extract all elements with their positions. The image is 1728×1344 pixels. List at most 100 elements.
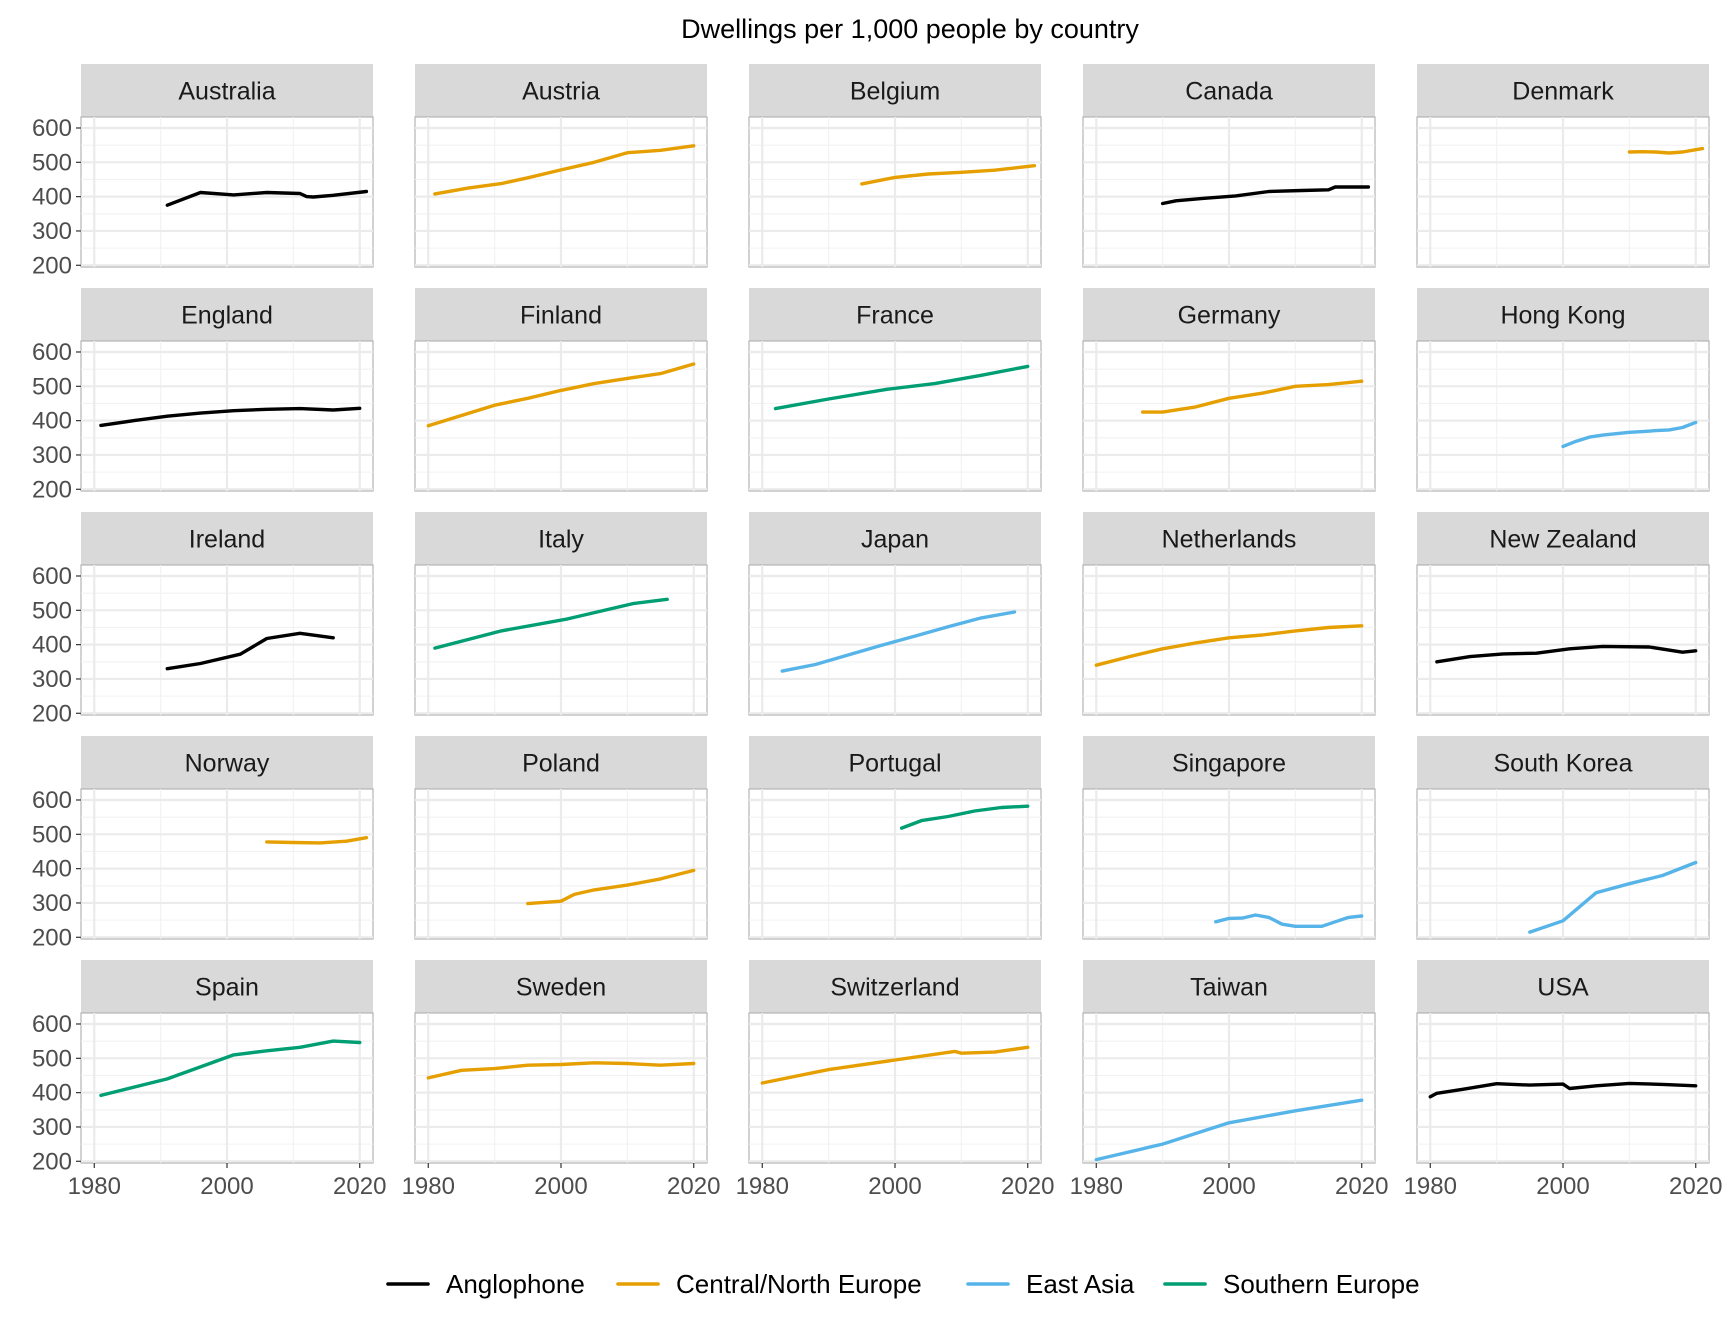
panel-new-zealand: New Zealand — [1416, 512, 1710, 716]
y-tick-label: 500 — [32, 597, 72, 624]
series-line-finland — [426, 362, 696, 428]
panel-strip-label: Italy — [538, 526, 584, 554]
panel-strip — [1417, 512, 1709, 565]
x-tick-label: 2020 — [1335, 1173, 1388, 1200]
panel-spain: Spain 200 300 400 500 600 1980 2000 2020 — [32, 960, 386, 1200]
panel-strip — [1417, 736, 1709, 789]
x-tick-label: 2020 — [667, 1173, 720, 1200]
panel-germany: Germany — [1082, 288, 1376, 492]
legend-label: Anglophone — [446, 1269, 585, 1299]
legend-label: East Asia — [1026, 1269, 1135, 1299]
panel-australia: Australia 200 300 400 500 600 — [32, 64, 374, 279]
series-line-germany — [1140, 379, 1364, 414]
panel-strip-label: Norway — [185, 750, 270, 778]
panel-strip — [1417, 64, 1709, 117]
y-tick-label: 200 — [32, 252, 72, 279]
y-tick-label: 300 — [32, 666, 72, 693]
x-tick-label: 2000 — [1536, 1173, 1589, 1200]
series-line-norway — [265, 836, 369, 845]
panel-strip — [415, 736, 707, 789]
panel-strip-label: Taiwan — [1190, 974, 1268, 1002]
y-tick-label: 200 — [32, 1148, 72, 1175]
panel-finland: Finland — [414, 288, 708, 492]
series-line-ireland — [165, 631, 335, 671]
y-tick-label: 500 — [32, 1045, 72, 1072]
panel-strip — [1083, 960, 1375, 1013]
legend-item-southern-europe: Southern Europe — [1163, 1269, 1420, 1299]
series-line-singapore — [1213, 913, 1364, 928]
panel-england: England 200 300 400 500 600 — [32, 288, 374, 503]
series-line-portugal — [899, 804, 1030, 830]
panel-strip — [415, 64, 707, 117]
y-tick-label: 600 — [32, 563, 72, 590]
panel-strip-label: Finland — [520, 302, 602, 330]
panel-strip-label: Sweden — [516, 974, 606, 1002]
panel-taiwan: Taiwan 1980 2000 2020 — [1070, 960, 1388, 1200]
x-tick-label: 2000 — [534, 1173, 587, 1200]
x-tick-label: 1980 — [1404, 1173, 1457, 1200]
panel-denmark: Denmark — [1416, 64, 1710, 268]
y-tick-label: 200 — [32, 924, 72, 951]
series-line-taiwan — [1094, 1098, 1364, 1162]
x-tick-label: 2020 — [1669, 1173, 1722, 1200]
x-tick-label: 1980 — [68, 1173, 121, 1200]
x-tick-label: 2000 — [200, 1173, 253, 1200]
y-tick-label: 400 — [32, 856, 72, 883]
panel-portugal: Portugal — [748, 736, 1042, 940]
panel-strip-label: Canada — [1185, 78, 1273, 106]
series-line-austria — [433, 144, 696, 196]
series-line-sweden — [426, 1061, 696, 1080]
y-tick-label: 600 — [32, 787, 72, 814]
panel-italy: Italy — [414, 512, 708, 716]
x-tick-label: 1980 — [402, 1173, 455, 1200]
panel-south-korea: South Korea — [1416, 736, 1710, 940]
series-line-canada — [1160, 185, 1371, 206]
panel-japan: Japan — [748, 512, 1042, 716]
panel-sweden: Sweden 1980 2000 2020 — [402, 960, 720, 1200]
series-line-poland — [526, 868, 696, 906]
series-line-hong-kong — [1561, 420, 1698, 449]
panel-strip — [81, 64, 373, 117]
panel-poland: Poland — [414, 736, 708, 940]
y-tick-label: 200 — [32, 700, 72, 727]
panel-strip-label: Japan — [861, 526, 929, 554]
series-line-italy — [433, 597, 669, 650]
panel-usa: USA 1980 2000 2020 — [1404, 960, 1722, 1200]
panel-strip-label: New Zealand — [1489, 526, 1636, 554]
series-line-england — [99, 406, 362, 428]
panel-hong-kong: Hong Kong — [1416, 288, 1710, 492]
panel-strip-label: Germany — [1178, 302, 1281, 330]
panel-strip — [1083, 288, 1375, 341]
y-tick-label: 600 — [32, 115, 72, 142]
panel-canada: Canada — [1082, 64, 1376, 268]
panel-strip — [81, 736, 373, 789]
y-tick-label: 200 — [32, 476, 72, 503]
x-tick-label: 2020 — [1001, 1173, 1054, 1200]
panel-strip — [1083, 736, 1375, 789]
panel-strip — [415, 288, 707, 341]
x-tick-label: 1980 — [1070, 1173, 1123, 1200]
panel-strip — [1417, 960, 1709, 1013]
panel-strip-label: South Korea — [1494, 750, 1633, 778]
panel-strip — [81, 960, 373, 1013]
panel-austria: Austria — [414, 64, 708, 268]
panel-strip-label: Spain — [195, 974, 259, 1002]
panel-strip — [415, 512, 707, 565]
legend-item-east-asia: East Asia — [966, 1269, 1135, 1299]
y-tick-label: 600 — [32, 1011, 72, 1038]
panel-strip — [415, 960, 707, 1013]
y-tick-label: 300 — [32, 218, 72, 245]
legend-item-central-north-europe: Central/North Europe — [616, 1269, 922, 1299]
series-line-south-korea — [1528, 860, 1698, 934]
panel-strip — [749, 512, 1041, 565]
panel-grid: Australia 200 300 400 500 600 Austria Belgium Ca… — [32, 64, 1722, 1200]
panel-singapore: Singapore — [1082, 736, 1376, 940]
panel-strip-label: Singapore — [1172, 750, 1286, 778]
panel-netherlands: Netherlands — [1082, 512, 1376, 716]
panel-belgium: Belgium — [748, 64, 1042, 268]
panel-france: France — [748, 288, 1042, 492]
panel-strip-label: Hong Kong — [1500, 302, 1625, 330]
panel-strip — [749, 288, 1041, 341]
x-tick-label: 2020 — [333, 1173, 386, 1200]
